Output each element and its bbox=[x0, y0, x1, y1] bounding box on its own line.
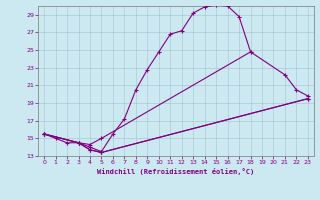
X-axis label: Windchill (Refroidissement éolien,°C): Windchill (Refroidissement éolien,°C) bbox=[97, 168, 255, 175]
